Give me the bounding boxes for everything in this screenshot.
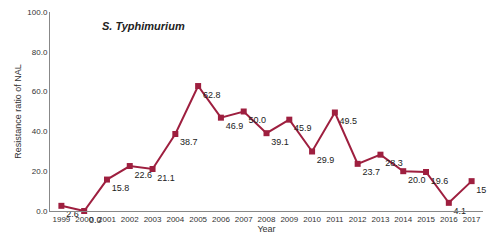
svg-text:29.9: 29.9: [317, 155, 335, 165]
svg-text:2017: 2017: [463, 215, 481, 224]
svg-text:38.7: 38.7: [180, 137, 198, 147]
svg-text:4.1: 4.1: [454, 206, 467, 216]
svg-text:2.6: 2.6: [66, 209, 79, 219]
svg-text:46.9: 46.9: [226, 121, 244, 131]
svg-text:2016: 2016: [440, 215, 458, 224]
svg-text:0.0: 0.0: [89, 215, 102, 225]
svg-text:62.8: 62.8: [203, 90, 221, 100]
svg-text:2005: 2005: [189, 215, 207, 224]
svg-text:Year: Year: [257, 224, 275, 234]
svg-text:20.0: 20.0: [32, 167, 48, 176]
svg-text:S. Typhimurium: S. Typhimurium: [102, 20, 185, 32]
svg-text:20.0: 20.0: [408, 175, 426, 185]
svg-text:Resistance ratio of NAL: Resistance ratio of NAL: [13, 64, 23, 159]
svg-text:2002: 2002: [121, 215, 139, 224]
svg-text:2008: 2008: [258, 215, 276, 224]
svg-text:2007: 2007: [235, 215, 253, 224]
svg-text:28.3: 28.3: [385, 158, 403, 168]
svg-text:60.0: 60.0: [32, 87, 48, 96]
svg-text:40.0: 40.0: [32, 127, 48, 136]
svg-text:2015: 2015: [417, 215, 435, 224]
svg-text:39.1: 39.1: [271, 137, 289, 147]
svg-text:22.6: 22.6: [135, 170, 153, 180]
svg-text:21.1: 21.1: [157, 173, 175, 183]
svg-text:2009: 2009: [280, 215, 298, 224]
svg-text:15: 15: [476, 185, 486, 195]
svg-text:2006: 2006: [212, 215, 230, 224]
svg-text:2003: 2003: [144, 215, 162, 224]
svg-text:2000: 2000: [75, 215, 93, 224]
svg-text:2010: 2010: [303, 215, 321, 224]
svg-text:0.0: 0.0: [36, 207, 48, 216]
svg-text:100.0: 100.0: [27, 8, 48, 17]
svg-text:49.5: 49.5: [340, 116, 358, 126]
svg-text:2004: 2004: [166, 215, 184, 224]
svg-text:2011: 2011: [326, 215, 344, 224]
svg-text:1999: 1999: [52, 215, 70, 224]
svg-text:23.7: 23.7: [362, 167, 380, 177]
svg-text:2012: 2012: [349, 215, 367, 224]
svg-text:50.0: 50.0: [248, 115, 266, 125]
svg-text:15.8: 15.8: [112, 183, 130, 193]
svg-text:2014: 2014: [394, 215, 412, 224]
svg-text:2013: 2013: [372, 215, 390, 224]
svg-text:80.0: 80.0: [32, 48, 48, 57]
svg-text:19.6: 19.6: [431, 176, 449, 186]
svg-text:45.9: 45.9: [294, 123, 312, 133]
svg-text:2001: 2001: [98, 215, 116, 224]
